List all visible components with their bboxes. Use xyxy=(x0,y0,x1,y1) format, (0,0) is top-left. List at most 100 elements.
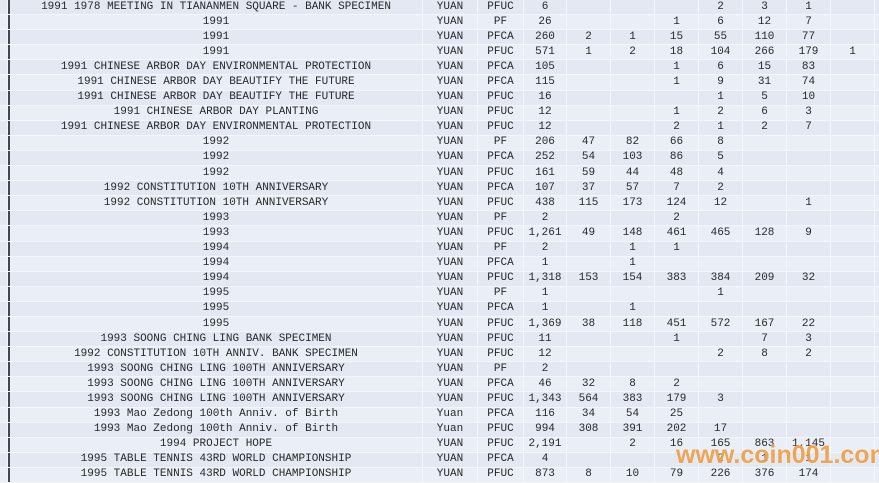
cell-value[interactable]: 1 xyxy=(611,241,655,256)
cell-value[interactable] xyxy=(743,135,787,150)
cell-value[interactable]: 1 xyxy=(611,301,655,316)
cell-description[interactable]: 1995 TABLE TENNIS 43RD WORLD CHAMPIONSHI… xyxy=(8,452,423,467)
cell-left-margin[interactable] xyxy=(0,392,8,407)
cell-value[interactable] xyxy=(655,452,699,467)
cell-value[interactable]: 79 xyxy=(655,467,699,482)
cell-grade[interactable]: PFCA xyxy=(478,75,524,90)
cell-value[interactable] xyxy=(831,286,875,301)
cell-description[interactable]: 1993 Mao Zedong 100th Anniv. of Birth xyxy=(8,407,423,422)
cell-value[interactable] xyxy=(567,332,611,347)
cell-currency[interactable]: YUAN xyxy=(423,45,478,60)
cell-value[interactable]: 2 xyxy=(699,105,743,120)
cell-left-margin[interactable] xyxy=(0,181,8,196)
cell-value[interactable]: 3 xyxy=(787,332,831,347)
cell-value[interactable]: 66 xyxy=(655,135,699,150)
cell-value[interactable] xyxy=(567,437,611,452)
cell-value[interactable] xyxy=(567,75,611,90)
cell-value[interactable]: 1 xyxy=(611,30,655,45)
cell-value[interactable] xyxy=(611,347,655,362)
cell-value[interactable] xyxy=(831,362,875,377)
cell-description[interactable]: 1992 xyxy=(8,135,423,150)
cell-value[interactable] xyxy=(699,256,743,271)
cell-total[interactable]: 252 xyxy=(524,150,567,166)
cell-value[interactable] xyxy=(567,347,611,362)
cell-currency[interactable]: YUAN xyxy=(423,271,478,286)
cell-grade[interactable]: PFUC xyxy=(478,271,524,286)
cell-value[interactable]: 451 xyxy=(655,316,699,332)
cell-value[interactable] xyxy=(831,301,875,316)
cell-value[interactable] xyxy=(699,377,743,392)
cell-left-margin[interactable] xyxy=(0,241,8,256)
cell-value[interactable] xyxy=(611,90,655,105)
cell-value[interactable] xyxy=(743,422,787,437)
cell-total[interactable]: 438 xyxy=(524,196,567,211)
cell-value[interactable]: 7 xyxy=(787,120,831,135)
cell-currency[interactable]: YUAN xyxy=(423,226,478,241)
cell-value[interactable]: 1 xyxy=(787,196,831,211)
cell-value[interactable] xyxy=(831,452,875,467)
cell-currency[interactable]: YUAN xyxy=(423,286,478,301)
cell-value[interactable]: 54 xyxy=(567,150,611,166)
cell-left-margin[interactable] xyxy=(0,211,8,226)
cell-value[interactable]: 6 xyxy=(699,15,743,30)
cell-value[interactable] xyxy=(743,150,787,166)
cell-value[interactable] xyxy=(699,332,743,347)
cell-grade[interactable]: PF xyxy=(478,15,524,30)
cell-value[interactable] xyxy=(787,377,831,392)
cell-right-margin[interactable] xyxy=(875,422,879,437)
cell-value[interactable]: 2 xyxy=(743,120,787,135)
cell-total[interactable]: 206 xyxy=(524,135,567,150)
cell-value[interactable] xyxy=(831,347,875,362)
cell-currency[interactable]: YUAN xyxy=(423,75,478,90)
cell-total[interactable]: 107 xyxy=(524,181,567,196)
cell-description[interactable]: 1992 xyxy=(8,166,423,181)
cell-right-margin[interactable] xyxy=(875,241,879,256)
cell-value[interactable]: 38 xyxy=(567,316,611,332)
cell-total[interactable]: 1,343 xyxy=(524,392,567,407)
cell-right-margin[interactable] xyxy=(875,377,879,392)
cell-value[interactable]: 25 xyxy=(655,407,699,422)
cell-value[interactable]: 77 xyxy=(787,30,831,45)
cell-value[interactable]: 564 xyxy=(567,392,611,407)
cell-value[interactable] xyxy=(611,105,655,120)
cell-right-margin[interactable] xyxy=(875,226,879,241)
cell-right-margin[interactable] xyxy=(875,75,879,90)
cell-value[interactable]: 226 xyxy=(699,467,743,482)
cell-total[interactable]: 2 xyxy=(524,241,567,256)
cell-total[interactable]: 12 xyxy=(524,105,567,120)
cell-value[interactable] xyxy=(787,362,831,377)
cell-value[interactable] xyxy=(655,0,699,15)
cell-total[interactable]: 1,261 xyxy=(524,226,567,241)
cell-grade[interactable]: PFUC xyxy=(478,196,524,211)
cell-value[interactable] xyxy=(831,377,875,392)
cell-left-margin[interactable] xyxy=(0,332,8,347)
cell-value[interactable] xyxy=(831,437,875,452)
cell-value[interactable]: 1 xyxy=(699,120,743,135)
cell-value[interactable] xyxy=(567,452,611,467)
cell-value[interactable]: 2 xyxy=(699,181,743,196)
cell-description[interactable]: 1991 1978 MEETING IN TIANANMEN SQUARE - … xyxy=(8,0,423,15)
cell-currency[interactable]: YUAN xyxy=(423,301,478,316)
cell-value[interactable]: 74 xyxy=(787,75,831,90)
cell-left-margin[interactable] xyxy=(0,347,8,362)
cell-left-margin[interactable] xyxy=(0,45,8,60)
cell-grade[interactable]: PFUC xyxy=(478,347,524,362)
cell-description[interactable]: 1993 xyxy=(8,226,423,241)
cell-currency[interactable]: Yuan xyxy=(423,422,478,437)
cell-value[interactable]: 3 xyxy=(787,105,831,120)
cell-value[interactable] xyxy=(831,120,875,135)
cell-value[interactable]: 179 xyxy=(655,392,699,407)
cell-value[interactable]: 2 xyxy=(567,30,611,45)
cell-value[interactable] xyxy=(787,422,831,437)
cell-grade[interactable]: PFUC xyxy=(478,0,524,15)
cell-value[interactable] xyxy=(787,241,831,256)
cell-value[interactable] xyxy=(743,286,787,301)
cell-value[interactable] xyxy=(831,241,875,256)
cell-value[interactable] xyxy=(567,60,611,75)
cell-value[interactable] xyxy=(655,256,699,271)
cell-total[interactable]: 6 xyxy=(524,0,567,15)
cell-description[interactable]: 1991 CHINESE ARBOR DAY BEAUTIFY THE FUTU… xyxy=(8,75,423,90)
cell-value[interactable] xyxy=(699,362,743,377)
cell-description[interactable]: 1991 CHINESE ARBOR DAY BEAUTIFY THE FUTU… xyxy=(8,90,423,105)
cell-value[interactable] xyxy=(743,392,787,407)
